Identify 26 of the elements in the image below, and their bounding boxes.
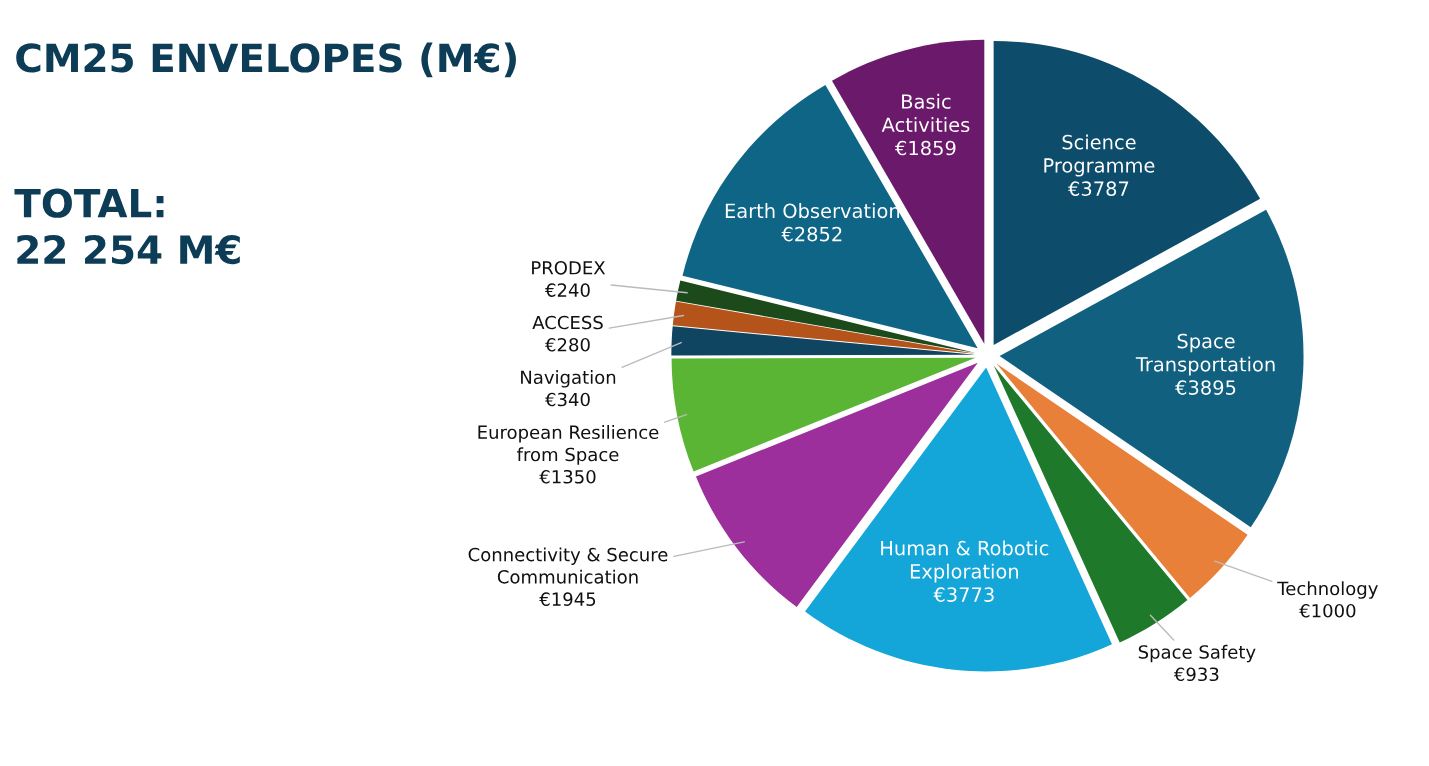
data-label: €340	[545, 392, 590, 407]
data-label: €1945	[539, 592, 596, 606]
data-label: €2852	[781, 226, 842, 242]
data-label: €280	[545, 337, 590, 352]
slice-label: Space Safety	[1138, 644, 1256, 663]
slice-label: Connectivity & Secure Communication	[468, 547, 668, 584]
data-label: €3773	[933, 587, 994, 602]
data-label: €3895	[1175, 380, 1236, 395]
slice-label: ACCESS	[532, 315, 603, 330]
slice-label: PRODEX	[532, 260, 606, 275]
slice-label: Technology	[1277, 581, 1378, 599]
slice-label: Science Programme	[1044, 134, 1155, 177]
data-label: €933	[1173, 667, 1219, 682]
data-label: €1000	[1299, 603, 1356, 618]
slice-label: European Resilience from Space	[478, 425, 659, 465]
data-label: €1350	[539, 469, 596, 484]
slice-label: Basic Activities	[881, 93, 970, 133]
slice-label: Earth Observation	[725, 203, 900, 219]
chart-title: CM25 ENVELOPES (M€)	[16, 42, 516, 78]
data-label: €1859	[895, 140, 956, 156]
data-label: €3787	[1068, 181, 1129, 197]
data-label: €240	[545, 283, 590, 297]
slice-label: Human & Robotic Exploration	[881, 540, 1049, 583]
text: TOTAL: 22 254 M€	[14, 188, 240, 265]
slice-label: Space Transportation	[1135, 333, 1275, 376]
slice-label: Navigation	[521, 370, 616, 388]
